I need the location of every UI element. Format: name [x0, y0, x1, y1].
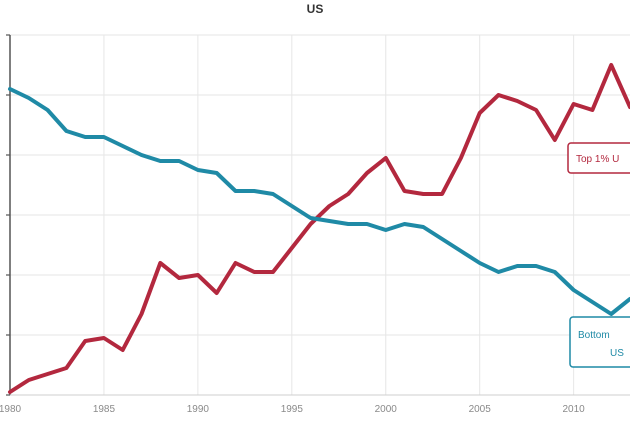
- x-tick-label: 1985: [93, 404, 116, 415]
- x-tick-label: 2005: [469, 404, 492, 415]
- series-callout-label: Bottom: [578, 330, 610, 341]
- series-callout-box: [567, 142, 630, 174]
- series-line-top-1-percent: [8, 63, 630, 394]
- series-line-bottom: [8, 87, 630, 316]
- x-tick-label: 1995: [281, 404, 304, 415]
- x-tick-label: 1980: [0, 404, 22, 415]
- x-tick-label: 2000: [375, 404, 398, 415]
- x-tick-label: 1990: [187, 404, 210, 415]
- x-tick-label: 2010: [563, 404, 586, 415]
- series-callout-label: US: [610, 348, 624, 359]
- series-callout-label: Top 1% U: [576, 154, 619, 165]
- chart-title: US: [306, 2, 324, 16]
- series-callout-box: [569, 316, 630, 368]
